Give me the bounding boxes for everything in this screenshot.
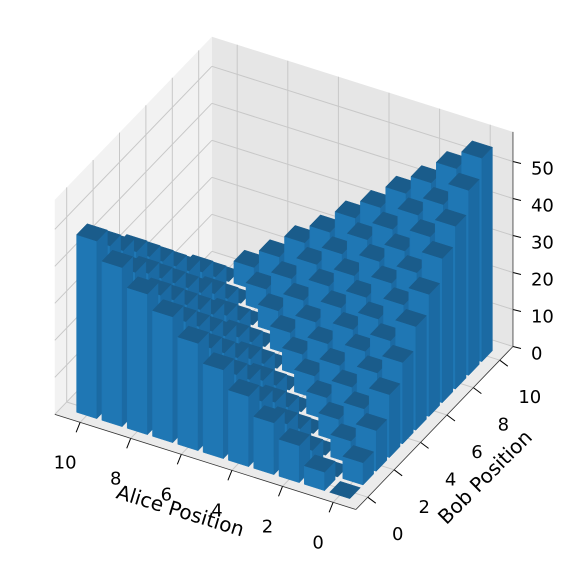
- bar-top: [395, 308, 427, 327]
- x-tick-label: 4: [211, 500, 222, 521]
- bar-top: [101, 249, 134, 268]
- z-tick: [512, 346, 522, 349]
- bar-face: [428, 282, 440, 418]
- y-tick-label: 4: [445, 469, 456, 490]
- z-tick-label: 50: [531, 159, 554, 180]
- y-tick: [420, 441, 429, 449]
- x-tick-label: 2: [262, 516, 273, 537]
- bar-top: [76, 223, 108, 242]
- bar-top: [126, 276, 159, 295]
- y-tick: [473, 387, 482, 395]
- z-tick: [512, 198, 522, 201]
- z-tick-label: 0: [531, 344, 542, 365]
- bar-top: [152, 299, 184, 318]
- x-tick-label: 10: [54, 452, 77, 473]
- x-tick: [328, 502, 334, 513]
- bar-face: [253, 416, 275, 476]
- y-tick-label: 0: [392, 524, 403, 545]
- grid-line: [211, 65, 514, 162]
- bar-top: [368, 377, 401, 395]
- bar-face: [101, 260, 123, 428]
- y-tick-label: 10: [518, 387, 541, 408]
- z-tick-label: 20: [531, 270, 554, 291]
- bar: [342, 445, 375, 486]
- bar-top: [355, 412, 388, 431]
- bar-top: [421, 240, 454, 259]
- z-tick-label: 30: [531, 233, 554, 254]
- bar-top: [253, 405, 285, 424]
- x-tick: [176, 454, 182, 465]
- bar-face: [455, 214, 467, 390]
- axis-line: [54, 413, 357, 510]
- bar-face: [202, 363, 224, 460]
- bar-face: [228, 389, 249, 468]
- bar-top: [408, 276, 441, 295]
- bar-top: [447, 172, 480, 191]
- bars: [76, 140, 493, 499]
- bar-top: [381, 344, 414, 363]
- z-tick: [512, 272, 522, 275]
- bar: [202, 352, 235, 460]
- y-tick-label: 8: [498, 415, 509, 436]
- bar-top: [342, 445, 375, 464]
- x-tick: [227, 470, 233, 481]
- y-tick: [446, 414, 456, 422]
- bar: [329, 481, 361, 499]
- bar-face: [468, 178, 480, 376]
- bar-face: [177, 336, 199, 452]
- bar: [303, 454, 336, 492]
- x-tick-label: 6: [161, 484, 172, 505]
- x-axis-title: Alice Position: [114, 480, 248, 542]
- bar-top: [461, 140, 493, 159]
- x-tick: [75, 422, 81, 433]
- z-tick: [512, 309, 522, 312]
- y-tick-label: 6: [471, 442, 482, 463]
- bar-top: [303, 454, 336, 473]
- bar-face: [389, 383, 401, 459]
- y-tick: [393, 469, 403, 477]
- bar-face: [152, 310, 173, 444]
- y-tick-label: 2: [418, 497, 429, 518]
- bar-top: [278, 428, 311, 446]
- y-tick: [499, 359, 509, 367]
- axis-line: [355, 346, 514, 510]
- z-tick-label: 40: [531, 196, 554, 217]
- bar-top: [329, 481, 361, 499]
- bar-face: [481, 146, 493, 363]
- bar: [278, 428, 311, 484]
- x-tick-label: 0: [312, 532, 323, 553]
- z-tick: [512, 235, 522, 238]
- bar: [269, 314, 302, 356]
- y-tick: [367, 496, 377, 504]
- x-tick: [278, 486, 283, 497]
- bar-top: [434, 208, 467, 227]
- bar-top: [177, 325, 210, 344]
- x-tick: [126, 438, 132, 449]
- bar-face: [415, 315, 427, 431]
- z-tick-label: 10: [531, 307, 554, 328]
- bar-face: [126, 287, 148, 436]
- bar-top: [227, 378, 260, 397]
- z-tick: [512, 161, 522, 164]
- x-tick-label: 8: [110, 468, 121, 489]
- bar-face: [278, 438, 300, 484]
- bar-top: [202, 352, 235, 371]
- bar-face: [441, 246, 454, 404]
- grid-line: [54, 65, 213, 230]
- bar-face: [402, 350, 414, 445]
- bar-face: [76, 234, 98, 420]
